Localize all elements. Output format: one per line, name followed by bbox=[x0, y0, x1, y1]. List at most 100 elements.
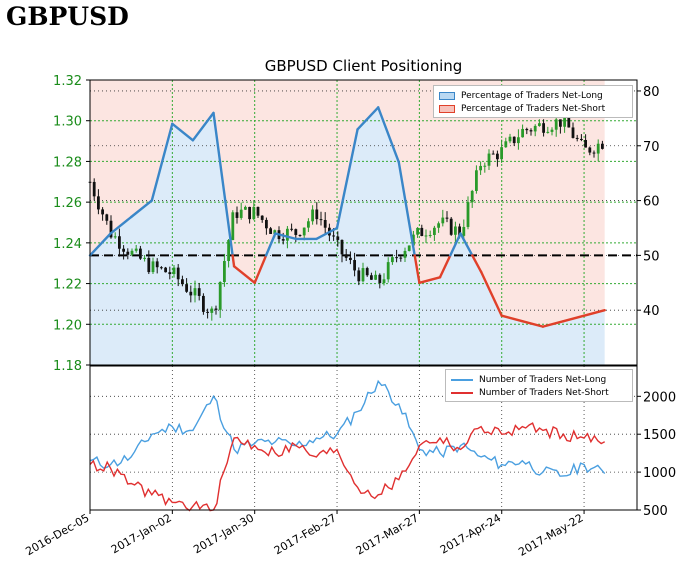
candle-body bbox=[130, 250, 134, 255]
bottom-legend: Number of Traders Net-Long Number of Tra… bbox=[445, 369, 633, 402]
net-short-line-segment bbox=[471, 254, 483, 273]
price-candles bbox=[88, 106, 604, 321]
legend-item-net-long: Percentage of Traders Net-Long bbox=[439, 89, 627, 102]
bottom-axis-tick-label: 1000 bbox=[643, 466, 676, 481]
candle-body bbox=[529, 130, 533, 132]
x-axis-tick-label: 2017-Apr-24 bbox=[438, 511, 503, 556]
top-legend: Percentage of Traders Net-Long Percentag… bbox=[433, 85, 633, 118]
candle-body bbox=[298, 234, 302, 236]
candle-body bbox=[319, 219, 323, 221]
left-axis-tick-label: 1.24 bbox=[53, 237, 82, 252]
candle-body bbox=[281, 239, 285, 241]
candle-body bbox=[227, 240, 230, 262]
candle-body bbox=[336, 236, 340, 240]
net-long-line-segment bbox=[335, 128, 359, 230]
net-long-line-segment bbox=[191, 111, 215, 142]
candle-body bbox=[454, 226, 457, 235]
candle-body bbox=[428, 234, 432, 236]
right-axis-tick-label: 40 bbox=[643, 304, 660, 319]
net-short-line-segment bbox=[413, 254, 421, 284]
candle-body bbox=[323, 219, 327, 228]
candle-body bbox=[399, 257, 403, 259]
candle-body bbox=[286, 228, 289, 241]
candle-body bbox=[332, 235, 335, 237]
candle-body bbox=[210, 308, 214, 313]
net-short-area bbox=[90, 80, 605, 327]
candle-body bbox=[433, 227, 436, 235]
candle-body bbox=[382, 279, 386, 284]
candle-body bbox=[181, 279, 184, 285]
candle-body bbox=[504, 141, 508, 148]
candle-body bbox=[340, 239, 344, 255]
x-axis-tick-label: 2017-Jan-02 bbox=[109, 511, 174, 556]
bottom-panel-frame bbox=[89, 365, 638, 511]
net-long-line-segment bbox=[150, 122, 174, 202]
net-long-swatch bbox=[439, 91, 455, 100]
candle-body bbox=[542, 123, 545, 133]
right-axis-tick-label: 80 bbox=[643, 85, 660, 100]
right-axis-tick-label: 60 bbox=[643, 195, 660, 210]
candle-body bbox=[185, 284, 188, 292]
candle-body bbox=[239, 209, 243, 218]
candle-body bbox=[365, 268, 369, 276]
candle-body bbox=[97, 196, 100, 210]
candle-body bbox=[134, 248, 138, 251]
candle-body bbox=[584, 139, 587, 148]
candle-body bbox=[256, 206, 260, 216]
x-axis-tick-label: 2016-Dec-05 bbox=[23, 511, 91, 558]
x-axis-tick-label: 2017-Mar-27 bbox=[354, 511, 421, 557]
candle-body bbox=[139, 248, 142, 259]
candle-body bbox=[197, 288, 201, 296]
candle-body bbox=[273, 230, 277, 234]
legend-label-count-long: Number of Traders Net-Long bbox=[479, 374, 607, 385]
net-short-line-segment bbox=[438, 254, 452, 279]
left-axis-tick-label: 1.28 bbox=[53, 155, 82, 170]
net-short-line-segment bbox=[541, 320, 565, 328]
candle-body bbox=[416, 227, 419, 235]
chart-title: GBPUSD Client Positioning bbox=[264, 57, 463, 75]
x-axis-tick-label: 2017-May-22 bbox=[516, 511, 585, 559]
candle-body bbox=[302, 227, 306, 236]
net-long-line-segment bbox=[377, 106, 400, 164]
right-axis-tick-label: 70 bbox=[643, 140, 660, 155]
legend-label-net-long: Percentage of Traders Net-Long bbox=[461, 90, 603, 101]
net-short-line-segment bbox=[521, 320, 545, 328]
candle-body bbox=[437, 223, 440, 228]
candle-body bbox=[500, 147, 503, 160]
candle-body bbox=[596, 143, 600, 154]
candle-body bbox=[155, 261, 159, 268]
candle-body bbox=[122, 248, 125, 252]
count-long-swatch bbox=[451, 378, 473, 381]
candle-body bbox=[235, 212, 239, 218]
candle-body bbox=[550, 129, 554, 132]
candle-body bbox=[391, 257, 394, 263]
candle-body bbox=[164, 267, 167, 273]
net-short-line-segment bbox=[562, 314, 586, 323]
candle-body bbox=[244, 206, 247, 210]
candle-body bbox=[601, 143, 604, 149]
candle-body bbox=[458, 226, 461, 236]
candle-body bbox=[349, 257, 352, 261]
candle-body bbox=[269, 228, 272, 234]
candle-body bbox=[105, 214, 109, 221]
legend-label-count-short: Number of Traders Net-Short bbox=[479, 387, 609, 398]
candle-body bbox=[592, 152, 596, 154]
net-long-line-segment bbox=[212, 111, 234, 257]
candle-body bbox=[567, 114, 571, 128]
net-long-line-segment bbox=[397, 160, 416, 257]
candle-body bbox=[462, 226, 466, 236]
candle-body bbox=[533, 125, 537, 132]
candle-body bbox=[403, 250, 407, 258]
candle-body bbox=[218, 282, 222, 310]
legend-label-net-short: Percentage of Traders Net-Short bbox=[461, 103, 606, 114]
candle-body bbox=[113, 236, 117, 238]
candle-body bbox=[424, 235, 428, 237]
candle-body bbox=[176, 267, 180, 280]
candle-body bbox=[475, 170, 478, 191]
candle-body bbox=[160, 267, 163, 269]
net-long-line-segment bbox=[129, 199, 154, 219]
top-panel-frame bbox=[89, 79, 638, 366]
left-axis-tick-label: 1.18 bbox=[53, 359, 82, 374]
x-axis-tick-label: 2017-Feb-27 bbox=[272, 511, 339, 557]
